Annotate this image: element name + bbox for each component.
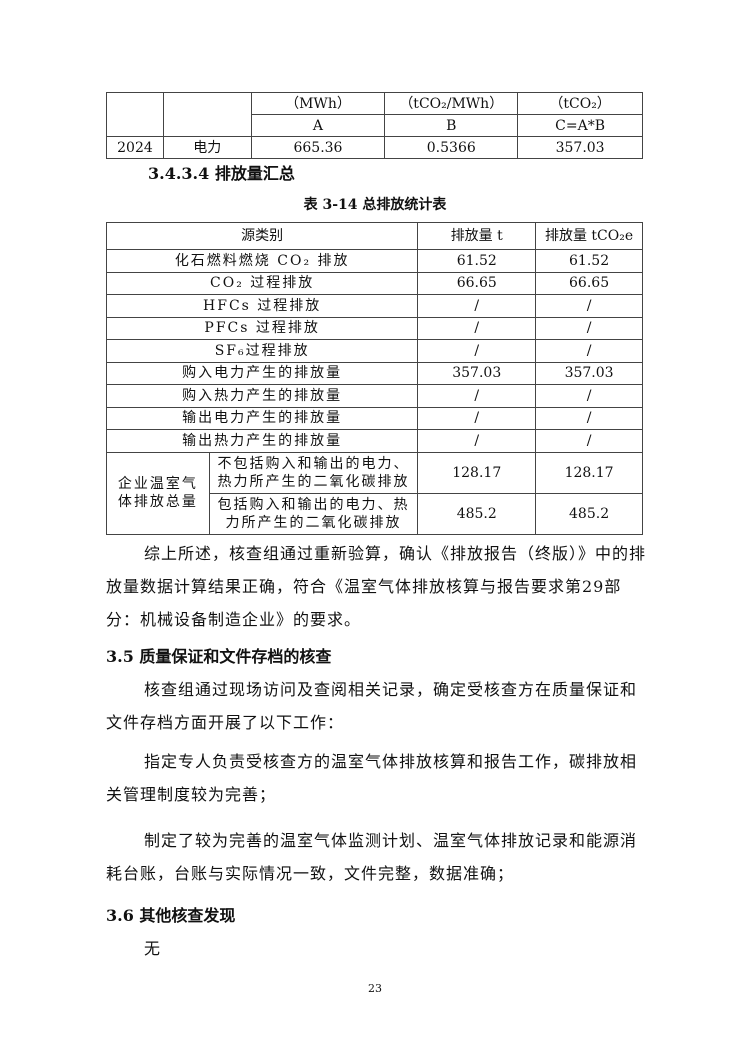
table-cell: 61.52	[417, 249, 537, 273]
table-cell: 357.03	[517, 136, 643, 159]
table-cell: /	[417, 406, 537, 430]
table-cell: 不包括购入和输出的电力、热力所产生的二氧化碳排放	[208, 451, 419, 494]
table-cell: /	[535, 429, 643, 453]
paragraph: 核查组通过现场访问及查阅相关记录，确定受核查方在质量保证和文件存档方面开展了以下…	[106, 680, 638, 732]
section-heading: 3.6 其他核查发现	[106, 906, 236, 925]
table-cell: 企业温室气体排放总量	[106, 451, 210, 535]
table-cell: SF₆过程排放	[105, 339, 419, 363]
table-cell: HFCs 过程排放	[105, 294, 419, 318]
table-cell: CO₂ 过程排放	[105, 271, 419, 295]
table-cell: /	[535, 384, 643, 408]
table-cell	[106, 92, 164, 137]
table-cell: 0.5366	[384, 136, 519, 159]
table-cell: /	[535, 339, 643, 363]
table-row: 输出热力产生的排放量 / /	[105, 429, 643, 453]
table-cell: /	[535, 294, 643, 318]
table-row: 购入电力产生的排放量 357.03 357.03	[105, 361, 643, 385]
table-cell	[162, 92, 252, 137]
table-row: 包括购入和输出的电力、热力所产生的二氧化碳排放 485.2 485.2	[107, 492, 643, 535]
table-cell: （tCO₂/MWh）	[384, 92, 519, 115]
table-cell: 128.17	[535, 451, 643, 494]
table-cell: （MWh）	[250, 92, 386, 115]
table-row: 企业温室气体排放总量 不包括购入和输出的电力、热力所产生的二氧化碳排放 128.…	[106, 451, 643, 535]
electricity-emission-table: （MWh） （tCO₂/MWh） （tCO₂） A B C=A*B 2024 电…	[106, 92, 643, 159]
table-cell: 61.52	[535, 249, 643, 273]
table-cell: 包括购入和输出的电力、热力所产生的二氧化碳排放	[208, 492, 419, 535]
table-row: SF₆过程排放 / /	[105, 339, 643, 363]
header-cell: 源类别	[105, 222, 419, 250]
table-row: 化石燃料燃烧 CO₂ 排放 61.52 61.52	[105, 249, 643, 273]
table-cell: PFCs 过程排放	[105, 316, 419, 340]
table-cell: /	[417, 339, 537, 363]
table-cell: /	[417, 316, 537, 340]
table-row: 2024 电力 665.36 0.5366 357.03	[106, 136, 643, 159]
total-emission-table: 源类别 排放量 t 排放量 tCO₂e 化石燃料燃烧 CO₂ 排放 61.52 61…	[105, 222, 643, 535]
table-row: （MWh） （tCO₂/MWh） （tCO₂）	[106, 92, 643, 137]
table-cell: 485.2	[535, 492, 643, 535]
table-cell: 化石燃料燃烧 CO₂ 排放	[105, 249, 419, 273]
table-cell: 购入电力产生的排放量	[105, 361, 419, 385]
section-heading: 3.5 质量保证和文件存档的核查	[106, 647, 332, 666]
table-cell: /	[535, 316, 643, 340]
table-cell: （tCO₂）	[517, 92, 643, 115]
table-cell: A	[250, 114, 386, 137]
paragraph: 指定专人负责受核查方的温室气体排放核算和报告工作，碳排放相关管理制度较为完善；	[106, 752, 638, 804]
table-cell: /	[417, 294, 537, 318]
table-cell: 购入热力产生的排放量	[105, 384, 419, 408]
table-row: 输出电力产生的排放量 / /	[105, 406, 643, 430]
table-cell: 357.03	[417, 361, 537, 385]
paragraph: 无	[144, 939, 162, 958]
table-cell: 357.03	[535, 361, 643, 385]
table-cell: 电力	[162, 136, 252, 159]
table-cell: 2024	[106, 136, 164, 159]
table-cell: B	[384, 114, 519, 137]
table-cell: C=A*B	[517, 114, 643, 137]
table-header-row: 源类别 排放量 t 排放量 tCO₂e	[105, 222, 643, 250]
table-cell: 128.17	[417, 451, 537, 494]
section-heading: 3.4.3.4 排放量汇总	[148, 164, 295, 183]
table-row: PFCs 过程排放 / /	[105, 316, 643, 340]
header-cell: 排放量 tCO₂e	[535, 222, 643, 250]
table-cell: 输出热力产生的排放量	[105, 429, 419, 453]
page-number: 23	[368, 982, 382, 995]
table-cell: 66.65	[417, 271, 537, 295]
paragraph: 综上所述，核查组通过重新验算，确认《排放报告（终版）》中的排放量数据计算结果正确…	[106, 544, 647, 629]
table-row: 购入热力产生的排放量 / /	[105, 384, 643, 408]
table-row: HFCs 过程排放 / /	[105, 294, 643, 318]
table-row: A B C=A*B	[107, 114, 643, 137]
table-cell: 485.2	[417, 492, 537, 535]
table-cell: 输出电力产生的排放量	[105, 406, 419, 430]
table-cell: /	[417, 429, 537, 453]
table-cell: /	[417, 384, 537, 408]
paragraph: 制定了较为完善的温室气体监测计划、温室气体排放记录和能源消耗台账，台账与实际情况…	[106, 831, 638, 883]
table-caption: 表 3-14 总排放统计表	[303, 197, 447, 213]
header-cell: 排放量 t	[417, 222, 537, 250]
table-cell: 66.65	[535, 271, 643, 295]
table-row: CO₂ 过程排放 66.65 66.65	[105, 271, 643, 295]
table-cell: 665.36	[250, 136, 386, 159]
table-cell: /	[535, 406, 643, 430]
